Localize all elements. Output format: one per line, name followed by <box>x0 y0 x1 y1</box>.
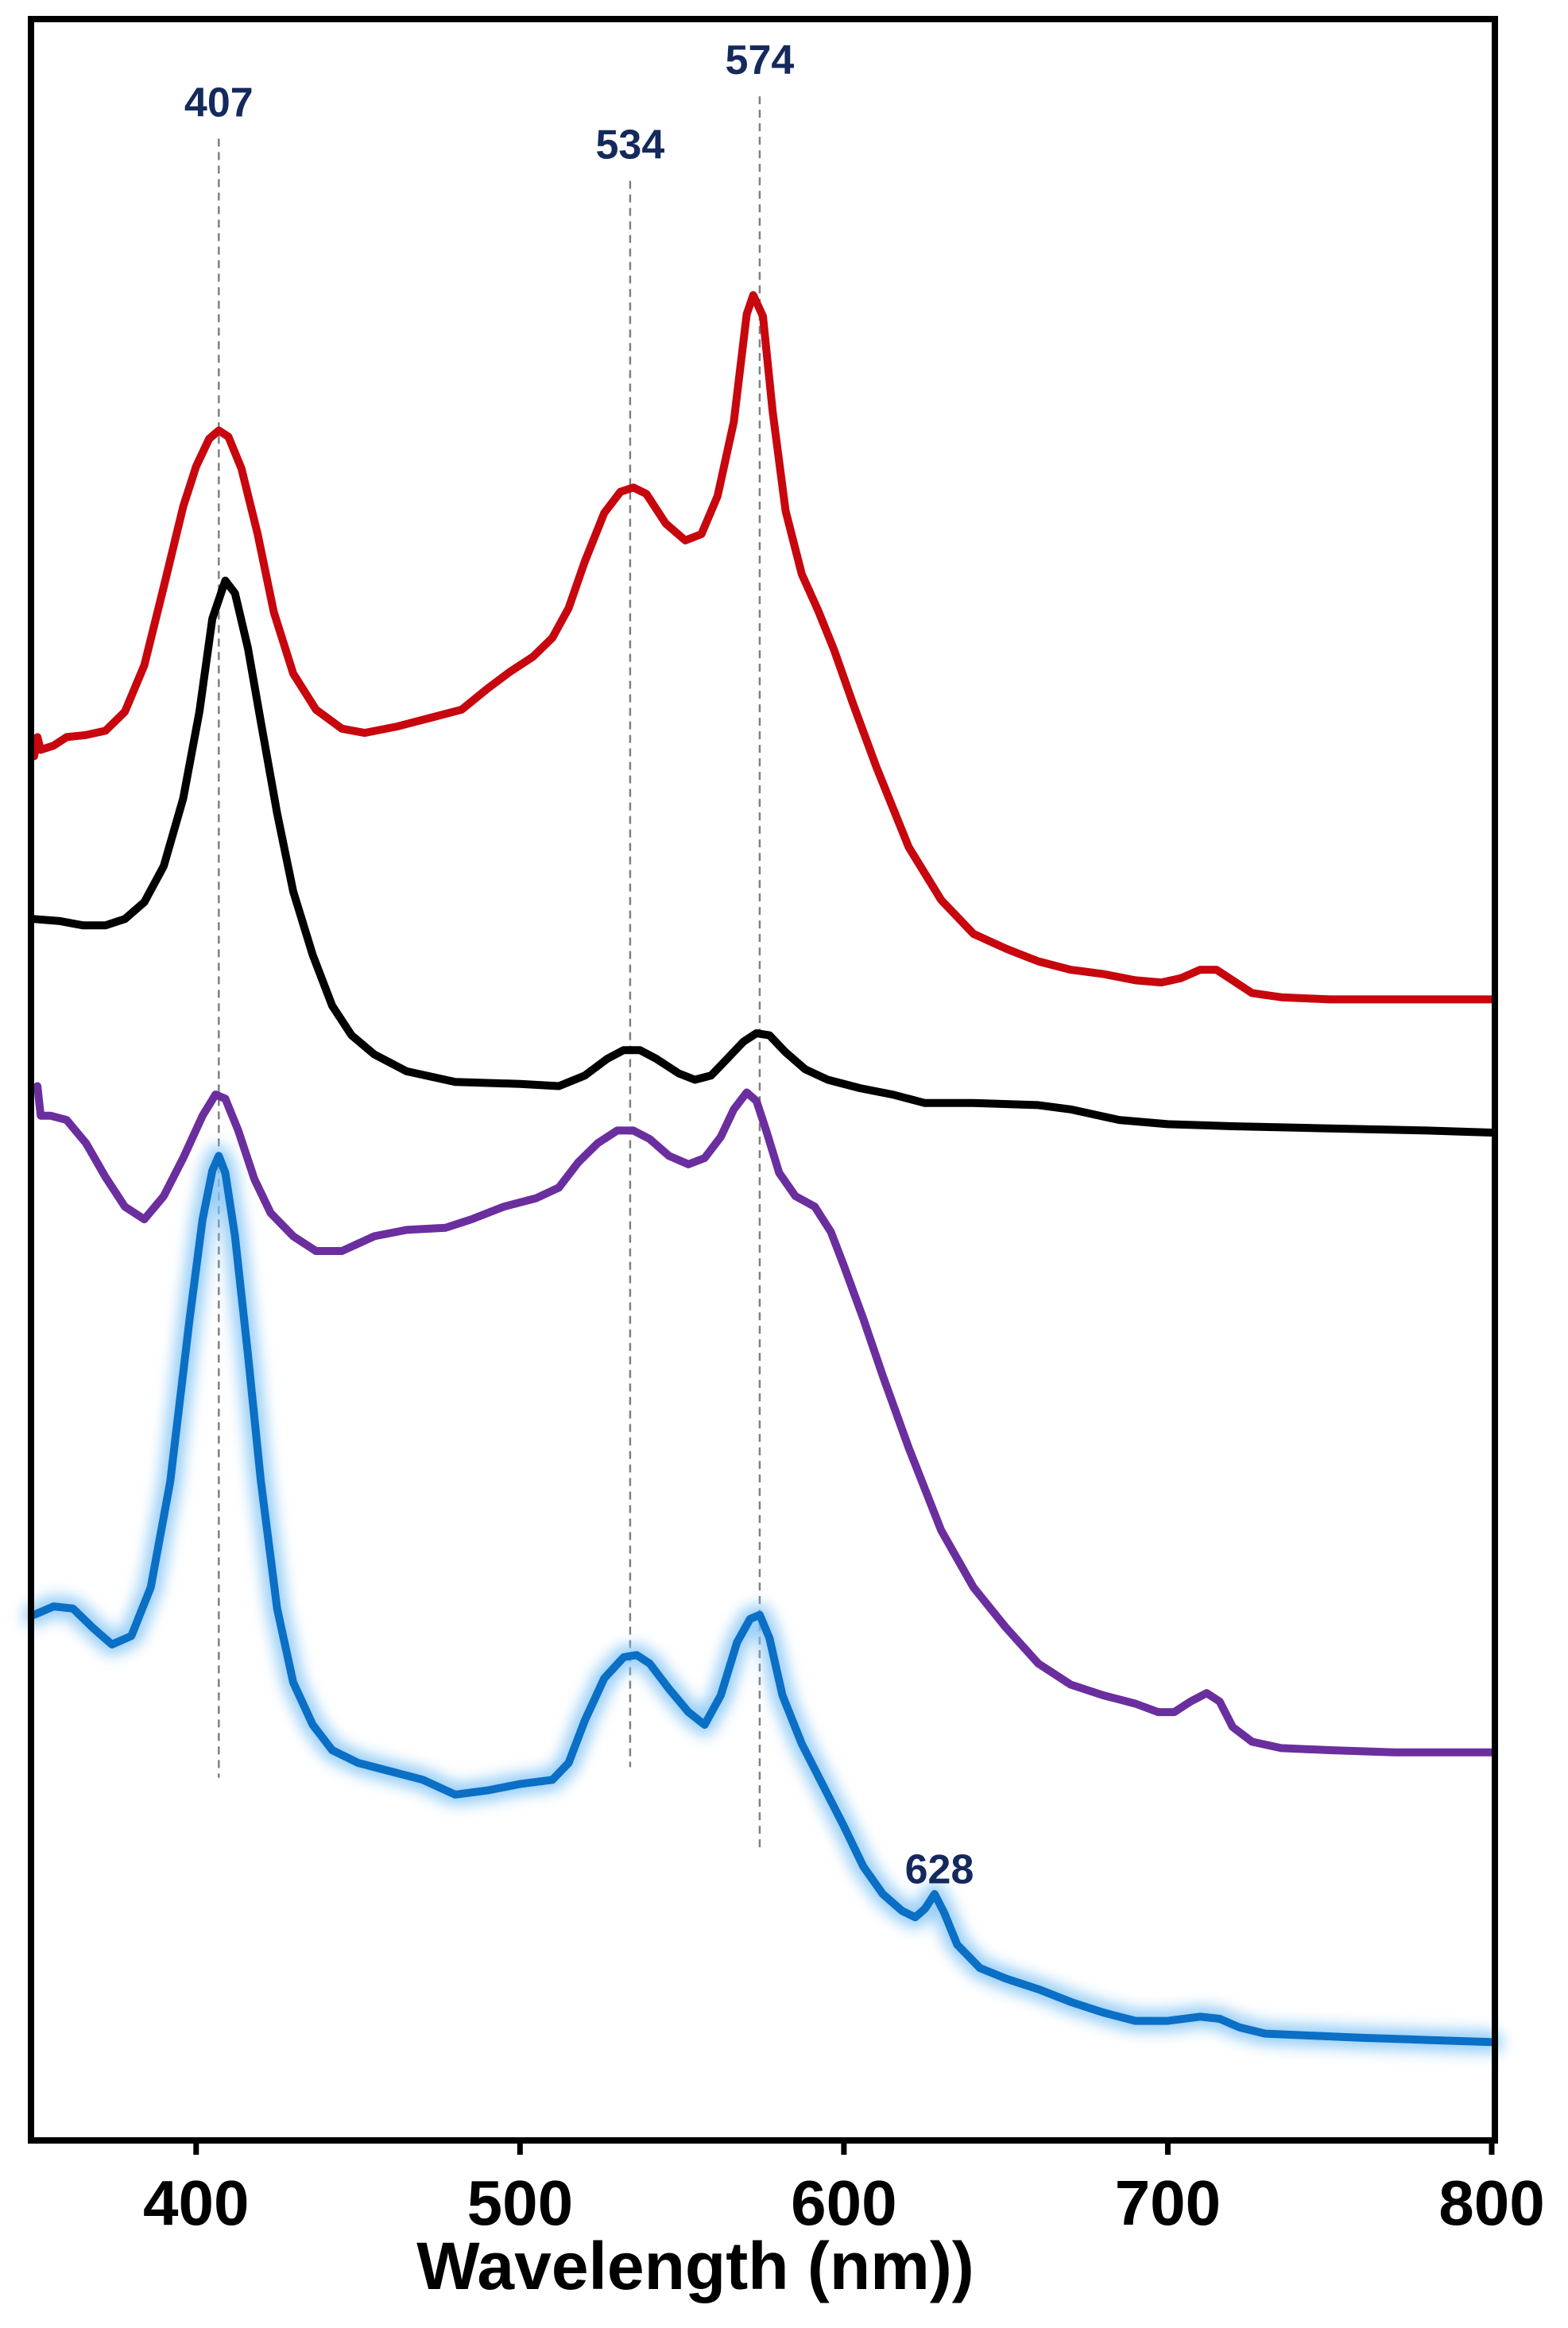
peak-label-534: 534 <box>596 122 665 168</box>
curve-glow-layer <box>23 1145 1503 2054</box>
series-a-line <box>30 1152 1496 2047</box>
reference-lines <box>218 96 761 1852</box>
x-tick-label-700: 700 <box>1115 2167 1221 2238</box>
peak-label-407: 407 <box>184 79 254 126</box>
annotations: 407534574abcd628 <box>184 37 974 1893</box>
series-a-glow <box>23 1145 1503 2054</box>
series-b-line <box>33 1082 1496 1757</box>
x-tick-label-500: 500 <box>467 2167 573 2238</box>
series-c-line <box>30 576 1496 1137</box>
peak-label-574: 574 <box>726 37 795 83</box>
x-tick-label-800: 800 <box>1438 2167 1544 2238</box>
x-axis-ticks: 400 500 600 700 800 <box>143 2137 1545 2238</box>
curves <box>30 291 1496 2047</box>
x-tick-label-600: 600 <box>791 2167 896 2238</box>
series-d-line <box>30 291 1496 1004</box>
x-tick-label-400: 400 <box>143 2167 249 2238</box>
annotation-628: 628 <box>905 1847 974 1893</box>
x-axis-title: Wavelength (nm)) <box>416 2229 974 2303</box>
plot-frame <box>28 16 1498 2144</box>
